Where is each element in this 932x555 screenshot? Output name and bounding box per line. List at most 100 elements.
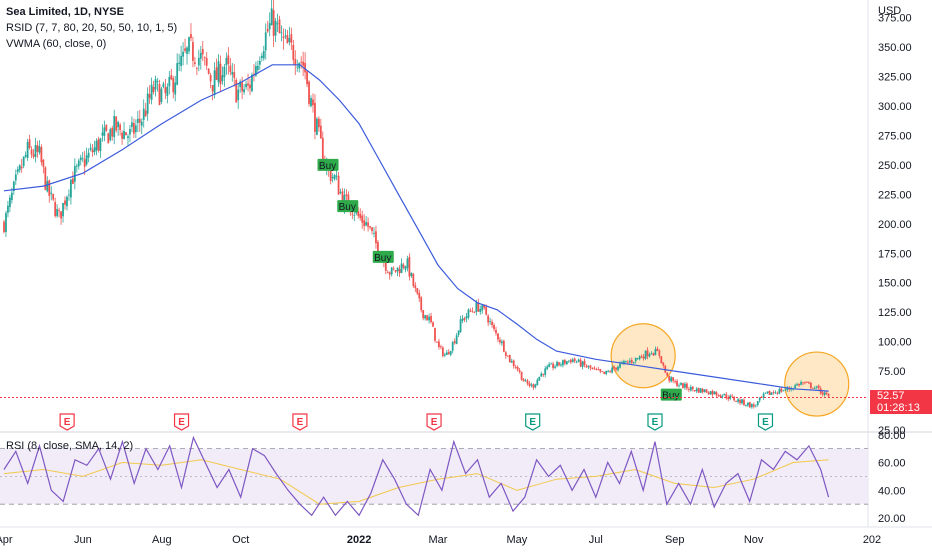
y-tick-label: 150.00	[878, 278, 912, 290]
candle-body	[345, 194, 348, 196]
candle-body	[725, 394, 728, 399]
vwma-line	[3, 64, 829, 392]
candle-body	[410, 272, 413, 276]
candle-body	[229, 65, 232, 72]
candle-body	[567, 360, 570, 362]
candle-body	[207, 68, 210, 74]
candle-body	[587, 366, 590, 368]
candle-body	[609, 371, 612, 373]
candle-body	[371, 227, 373, 232]
earnings-marker-label: E	[652, 417, 659, 428]
candle-body	[272, 10, 275, 36]
candle-body	[255, 66, 257, 76]
candle-body	[223, 66, 226, 78]
candle-body	[619, 363, 621, 368]
candle-body	[329, 170, 332, 181]
candle-body	[491, 321, 493, 326]
candle-body	[733, 396, 736, 401]
candle-body	[705, 389, 708, 393]
candle-body	[127, 136, 129, 139]
candle-body	[50, 192, 53, 194]
candle-body	[290, 34, 293, 43]
earnings-marker-shape	[59, 413, 75, 431]
candle-body	[581, 361, 584, 368]
candle-body	[514, 366, 517, 368]
candle-body	[743, 399, 745, 405]
y-tick-label: 25.00	[878, 425, 906, 437]
x-tick-label: May	[507, 534, 528, 546]
candle-body	[140, 121, 143, 126]
candle-body	[152, 87, 155, 92]
candle-body	[780, 388, 783, 392]
candle-body	[241, 82, 244, 92]
candle-body	[624, 361, 627, 363]
candle-body	[138, 118, 141, 123]
candle-body	[205, 58, 208, 66]
candle-body	[715, 392, 718, 396]
x-tick-label: Nov	[744, 534, 764, 546]
candle-body	[434, 327, 436, 341]
candle-body	[457, 330, 460, 335]
y-tick-label: 225.00	[878, 189, 912, 201]
candle-body	[52, 193, 55, 200]
x-tick-label: Aug	[152, 534, 172, 546]
candle-body	[703, 389, 706, 392]
candle-body	[148, 94, 151, 99]
candle-body	[577, 359, 580, 362]
candle-body	[276, 23, 279, 25]
candle-body	[758, 397, 761, 401]
y-tick-label: 200.00	[878, 219, 912, 231]
candle-body	[75, 165, 78, 167]
candle-body	[808, 382, 810, 384]
candle-body	[605, 370, 608, 374]
candle-body	[534, 384, 537, 388]
candle-body	[823, 392, 826, 396]
y-tick-label: 75.00	[878, 366, 906, 378]
rsi-y-tick-label: 80.00	[878, 430, 906, 442]
candle-body	[597, 369, 600, 370]
grid	[0, 0, 932, 528]
candle-body	[774, 392, 777, 394]
candle-body	[363, 220, 366, 227]
candle-body	[440, 346, 442, 348]
candle-body	[617, 366, 619, 371]
candle-body	[422, 310, 425, 319]
candle-body	[36, 145, 39, 152]
candle-body	[459, 319, 462, 332]
candle-body	[142, 108, 145, 120]
candle-body	[697, 388, 700, 393]
legend-title: Sea Limited, 1D, NYSE	[6, 6, 124, 18]
candle-body	[97, 139, 100, 151]
candle-body	[721, 395, 724, 398]
candle-body	[280, 32, 283, 34]
y-tick-label: 100.00	[878, 337, 912, 349]
candle-body	[693, 390, 696, 392]
candle-body	[121, 132, 123, 139]
candle-body	[341, 191, 344, 207]
earnings-marker-label: E	[431, 417, 438, 428]
candle-body	[453, 341, 456, 344]
candle-body	[648, 354, 651, 357]
candle-body	[465, 316, 468, 319]
candle-body	[638, 356, 641, 360]
candle-body	[585, 365, 588, 368]
earnings-marker: E	[647, 413, 663, 431]
buy-signal: Buy	[660, 388, 682, 402]
candle-body	[192, 42, 194, 61]
buy-signal: Buy	[337, 200, 359, 213]
candle-body	[10, 192, 13, 201]
candle-body	[83, 159, 86, 167]
candle-body	[813, 387, 816, 389]
candle-body	[105, 124, 108, 131]
buy-signal-box	[372, 250, 394, 263]
candle-body	[662, 362, 665, 366]
candle-body	[506, 355, 509, 357]
candle-body	[162, 83, 165, 88]
candle-body	[266, 29, 269, 32]
candle-body	[361, 215, 364, 223]
candle-body	[481, 305, 484, 311]
candle-body	[443, 354, 446, 356]
candle-body	[95, 140, 98, 151]
legend-vwma: VWMA (60, close, 0)	[6, 38, 107, 50]
